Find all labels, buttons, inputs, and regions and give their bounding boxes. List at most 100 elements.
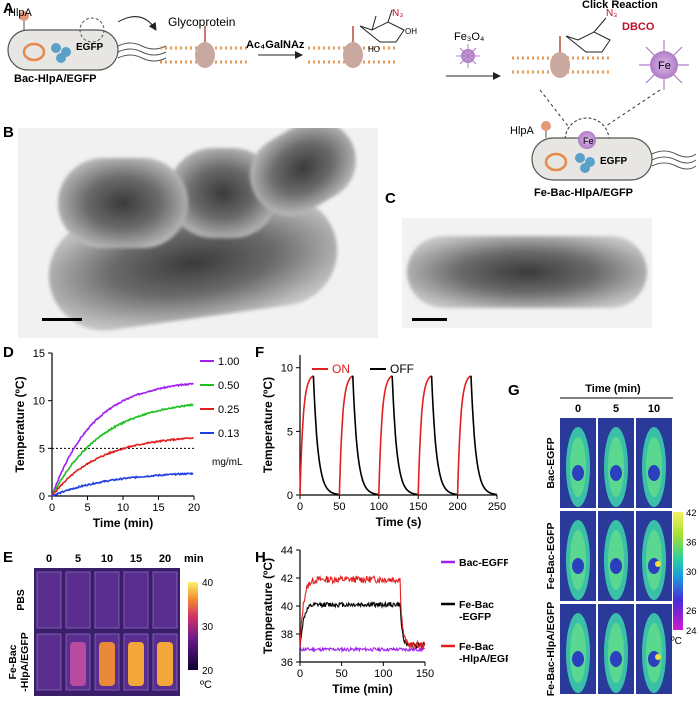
panel-g-mouse-tumor-site	[610, 465, 622, 481]
panel-g-thermal: Time (min) 0 5 10 Bac-EGFP Fe-Bac-EGFP Fe-Bac-…	[545, 383, 697, 697]
chart-h-x-tick-label: 100	[374, 668, 392, 680]
chart-d-x-tick-label: 10	[117, 502, 129, 514]
chart-f-x-tick-label: 200	[448, 501, 466, 513]
panel-g-mouse-tumor-site	[572, 651, 584, 667]
panel-label-c: C	[385, 190, 396, 207]
panel-e-time-label: 15	[130, 553, 142, 565]
tem-image-b	[18, 128, 378, 338]
chart-h: 0 50 100 150 36 38 40 42 44 Time (min) Temperature…	[261, 545, 508, 696]
chart-f-on-segment	[417, 375, 432, 496]
panel-g-mouse-tumor-site	[648, 465, 660, 481]
chart-d-series-line	[51, 403, 194, 497]
chart-d-y-tick-label: 15	[33, 348, 45, 360]
chart-d-x-tick-label: 5	[84, 502, 90, 514]
azide-label-2: N₃	[606, 8, 617, 19]
chart-h-y-tick-label: 44	[281, 545, 293, 557]
panel-e-time-label: 20	[159, 553, 171, 565]
fe-nanoparticle-icon-large	[639, 40, 689, 90]
fe3o4-nanoparticle-icon	[456, 44, 480, 68]
hlpa-label-left: HlpA	[8, 7, 33, 19]
chart-d-x-tick-label: 20	[188, 502, 200, 514]
panel-e-time-label: 10	[101, 553, 113, 565]
panel-label-e: E	[3, 549, 14, 566]
fe-label-large: Fe	[658, 60, 671, 72]
chart-f-x-tick-label: 100	[370, 501, 388, 513]
chart-f-on-segment	[338, 375, 354, 496]
chart-d-x-tick-label: 0	[49, 502, 55, 514]
chart-h-legend-label: Fe-Bac-HlpA/EGFP	[459, 641, 508, 665]
panel-g-colorbar-tick: 24	[686, 626, 697, 637]
panel-e-tube	[123, 571, 149, 629]
panel-e-colorbar-tick: 20	[202, 666, 214, 677]
chart-f-y-tick-label: 5	[287, 426, 293, 438]
panel-e-time-unit: min	[184, 553, 204, 565]
panel-e-tube	[36, 633, 62, 691]
panel-g-time-label: 5	[613, 403, 619, 415]
panel-label-f: F	[255, 344, 265, 361]
chart-h-y-tick-label: 40	[281, 601, 293, 613]
chart-h-legend-label: Bac-EGFP	[459, 557, 508, 569]
panel-label-h: H	[255, 549, 266, 566]
bacterium-cell-left	[7, 11, 167, 71]
membrane-clicked	[512, 56, 610, 74]
panel-g-hotspot	[655, 561, 661, 567]
panel-e-tube	[94, 571, 120, 629]
chart-f-off-segment	[352, 375, 379, 496]
panel-g-time-label: 10	[648, 403, 660, 415]
panel-e-row-label: Fe-Bac-HlpA/EGFP	[7, 632, 31, 692]
chart-d-legend-label: 0.13	[218, 428, 239, 440]
panel-e-tube	[65, 571, 91, 629]
fe-bac-hlpa-egfp-label: Fe-Bac-HlpA/EGFP	[534, 187, 633, 199]
panel-e-row-label: PBS	[15, 589, 27, 611]
chart-f-y-tick-label: 10	[281, 363, 293, 375]
egfp-label-left: EGFP	[76, 42, 104, 53]
panel-e-time-label: 5	[75, 553, 81, 565]
glycoprotein-label: Glycoprotein	[168, 15, 235, 29]
dbco-label: DBCO	[622, 21, 655, 33]
chart-d-y-tick-label: 5	[39, 443, 45, 455]
panel-g-row-label: Fe-Bac-EGFP	[545, 522, 557, 589]
chart-d-series-line	[51, 382, 194, 497]
chart-h-x-tick-label: 0	[297, 668, 303, 680]
panel-label-d: D	[3, 344, 14, 361]
panel-g-colorbar-unit: ºC	[671, 636, 682, 647]
chart-h-y-tick-label: 42	[281, 573, 293, 585]
chart-d-legend-label: 1.00	[218, 356, 239, 368]
panel-e-colorbar-tick: 30	[202, 622, 214, 633]
chart-f-x-tick-label: 0	[297, 501, 303, 513]
chart-f-off-segment	[391, 375, 419, 496]
chart-f-x-tick-label: 250	[488, 501, 506, 513]
chart-h-x-axis-label: Time (min)	[332, 682, 392, 696]
panel-e-tube	[152, 571, 178, 629]
scale-bar-c	[412, 318, 447, 321]
chart-f-on-segment	[299, 375, 314, 496]
hlpa-label-right: HlpA	[510, 125, 535, 137]
panel-g-colorbar-tick: 42	[686, 508, 697, 519]
bac-hlpa-egfp-label: Bac-HlpA/EGFP	[14, 73, 97, 85]
panel-e-thermal: 0 5 10 15 20 min PBS Fe-Bac-HlpA/EGFP 40 30 20 ºC	[7, 553, 214, 696]
panel-g-mouse-tumor-site	[610, 558, 622, 574]
chart-f-on-segment	[378, 375, 393, 496]
chart-d-x-axis-label: Time (min)	[93, 516, 153, 530]
panel-label-a: A	[3, 0, 14, 17]
chart-f-x-axis-label: Time (s)	[376, 515, 422, 529]
chart-f-y-axis-label: Temperature (ºC)	[261, 377, 275, 473]
chart-f-off-segment	[312, 375, 340, 496]
chart-d-y-tick-label: 0	[39, 491, 45, 503]
panel-g-row-label: Fe-Bac-HlpA/EGFP	[545, 602, 557, 697]
chart-h-series-line	[299, 574, 426, 651]
click-reaction-label: Click Reaction	[582, 0, 658, 11]
panel-a-schematic: HlpA EGFP Bac-HlpA/EGFP Glycoprotein Ac₄…	[7, 0, 697, 199]
chart-f: 0 50 100 150 200 250 0 5 10 Time (s) Temperature (…	[261, 355, 506, 529]
chart-d-x-tick-label: 15	[152, 502, 164, 514]
fe3o4-label: Fe₃O₄	[454, 31, 485, 43]
chart-h-y-tick-label: 38	[281, 629, 293, 641]
scale-bar-b	[42, 318, 82, 321]
panel-e-tube-heat	[157, 642, 173, 686]
panel-g-title: Time (min)	[585, 383, 641, 395]
chart-d-legend-label: 0.50	[218, 380, 239, 392]
panel-e-colorbar-unit: ºC	[200, 679, 212, 691]
panel-e-colorbar	[188, 582, 198, 670]
egfp-label-right: EGFP	[600, 156, 628, 167]
panel-g-mouse-tumor-site	[572, 558, 584, 574]
